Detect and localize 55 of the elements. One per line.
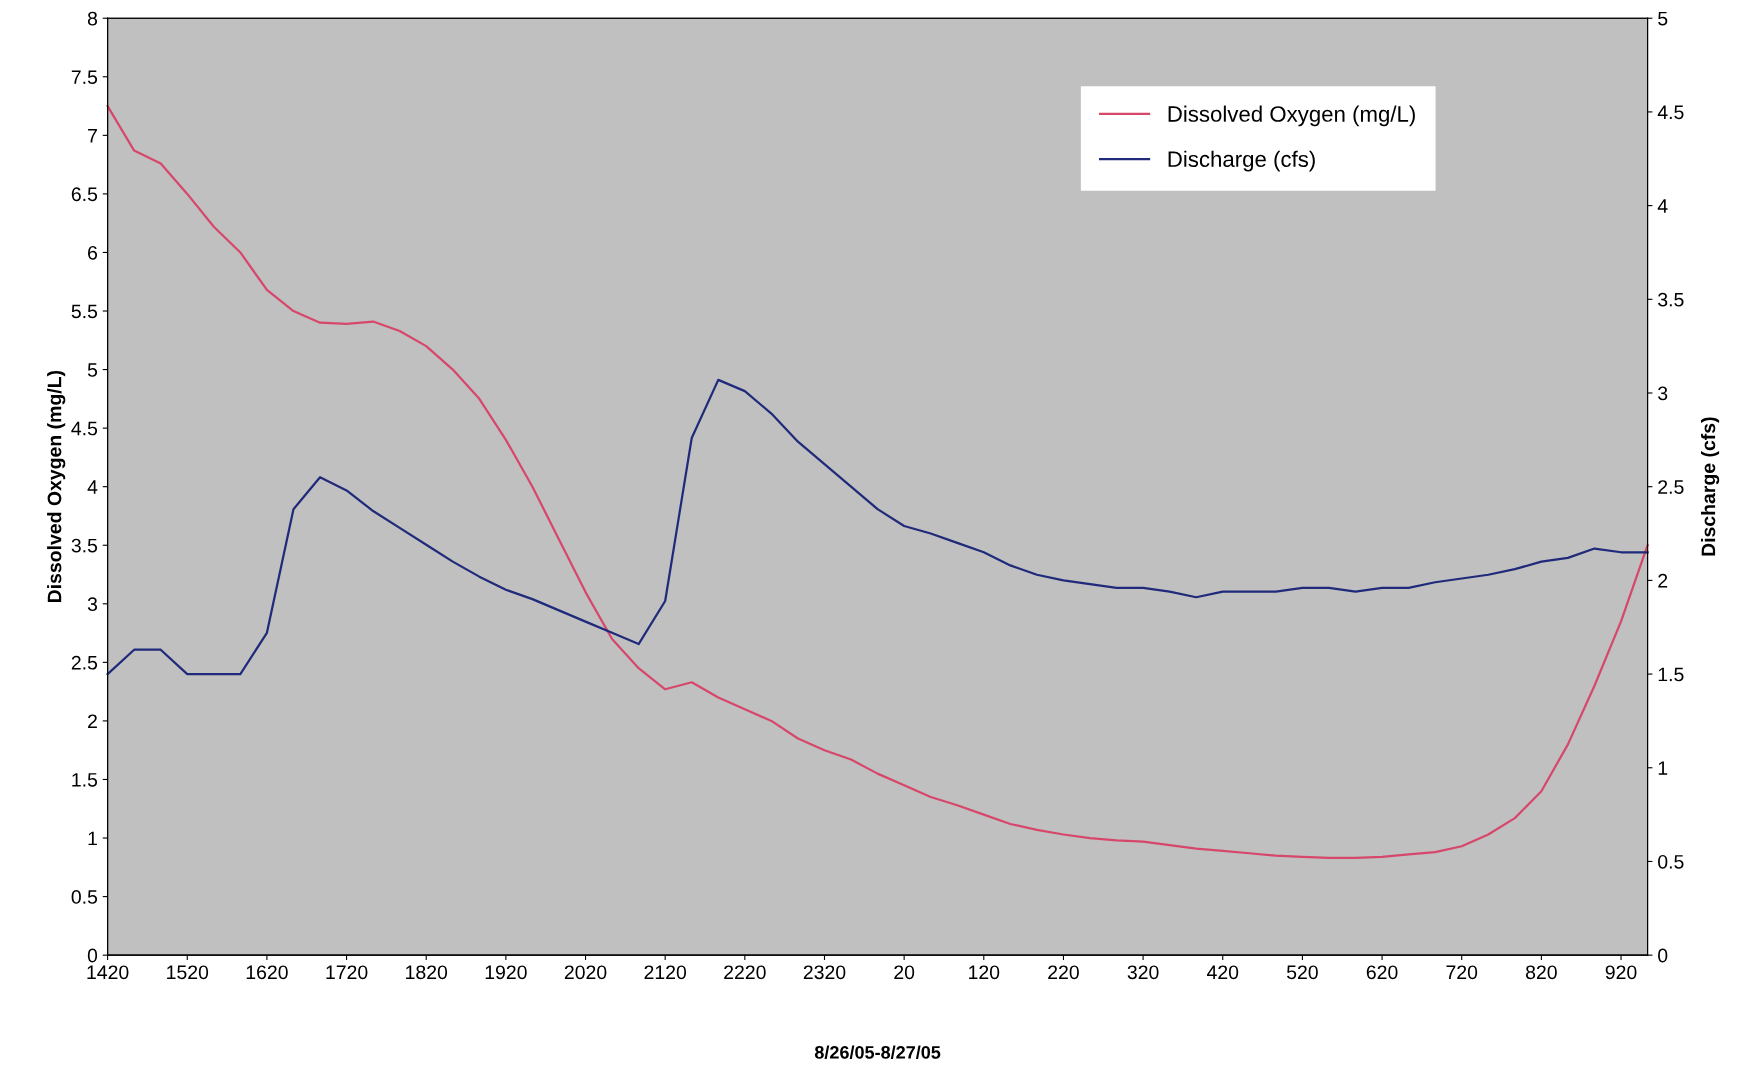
x-tick-label: 2120 xyxy=(644,965,687,980)
y-tick-label: 4 xyxy=(87,480,98,494)
x-tick-label: 1620 xyxy=(246,965,288,980)
x-tick-label: 720 xyxy=(1446,965,1478,980)
x-tick-label: 2020 xyxy=(564,965,607,980)
x-tick-label: 520 xyxy=(1286,965,1318,980)
x-tick-label: 1820 xyxy=(406,965,448,980)
y-tick-label: 7 xyxy=(88,129,97,143)
x-tick-label: 120 xyxy=(969,965,1000,980)
y-tick-label: 0 xyxy=(87,948,98,963)
y-tick-label: 2 xyxy=(88,714,97,728)
y2-tick-label: 3 xyxy=(1658,386,1668,401)
x-tick-label: 2320 xyxy=(803,965,846,980)
x-tick-label: 820 xyxy=(1526,965,1557,980)
y2-tick-label: 0.5 xyxy=(1658,854,1684,869)
y-tick-label: 1.5 xyxy=(72,773,98,787)
y-tick-label: 2.5 xyxy=(71,655,98,670)
y-axis-title: Dissolved Oxygen (mg/L) xyxy=(47,370,66,603)
y-tick-label: 1 xyxy=(88,831,97,846)
x-tick-label: 1420 xyxy=(87,965,129,980)
y-tick-label: 8 xyxy=(87,11,98,26)
x-axis-title: 8/26/05-8/27/05 xyxy=(814,1045,941,1059)
y-tick-label: 3.5 xyxy=(71,538,98,553)
line-series xyxy=(106,104,1649,860)
y-tick-label: 6.5 xyxy=(71,187,98,202)
x-tick-label: 2220 xyxy=(724,965,766,980)
x-tick-label: 220 xyxy=(1048,965,1079,980)
y-tick-label: 5.5 xyxy=(71,304,98,319)
x-tick-label: 420 xyxy=(1206,965,1239,980)
y2-axis-title: Discharge (cfs) xyxy=(1700,417,1720,556)
x-tick-label: 1720 xyxy=(326,965,368,980)
x-tick-label: 920 xyxy=(1605,965,1637,980)
y2-tick-label: 0 xyxy=(1658,948,1668,963)
y-tick-label: 4.5 xyxy=(71,421,98,436)
y2-tick-label: 3.5 xyxy=(1658,292,1684,307)
y2-tick-label: 4.5 xyxy=(1657,105,1684,120)
y2-tick-label: 4 xyxy=(1657,199,1668,213)
legend-label: Dissolved Oxygen (mg/L) xyxy=(1168,105,1415,127)
legend-label: Discharge (cfs) xyxy=(1168,150,1315,172)
y2-tick-label: 5 xyxy=(1658,11,1668,26)
y-tick-label: 3 xyxy=(87,597,98,612)
y2-tick-label: 2.5 xyxy=(1658,480,1684,494)
x-tick-label: 1920 xyxy=(485,965,527,980)
y2-tick-label: 1.5 xyxy=(1658,667,1684,682)
y-tick-label: 5 xyxy=(87,363,98,377)
x-tick-label: 320 xyxy=(1127,965,1159,980)
y2-tick-label: 2 xyxy=(1658,573,1668,588)
y2-tick-label: 1 xyxy=(1658,761,1668,775)
x-tick-label: 620 xyxy=(1366,965,1398,980)
line-series xyxy=(106,378,1649,676)
y-tick-label: 7.5 xyxy=(71,70,98,85)
y-tick-label: 0.5 xyxy=(71,890,98,904)
y-tick-label: 6 xyxy=(88,245,98,260)
x-tick-label: 20 xyxy=(894,965,915,980)
x-tick-label: 1520 xyxy=(167,965,209,980)
